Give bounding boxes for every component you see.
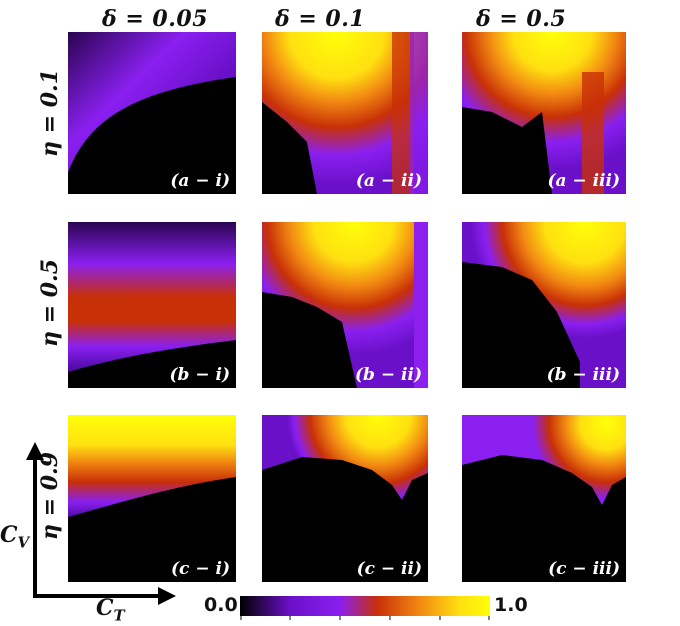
axis-arrows bbox=[26, 442, 176, 605]
panel-label: (b − ii) bbox=[355, 365, 422, 385]
heatmap-panel-b-ii: (b − ii) bbox=[262, 222, 428, 388]
heatmap-panel-a-iii: (a − iii) bbox=[462, 32, 626, 194]
heatmap-panel-a-ii: (a − ii) bbox=[262, 32, 428, 194]
panel-label: (b − iii) bbox=[546, 365, 620, 385]
column-title-delta-0.05: δ = 0.05 bbox=[102, 6, 209, 32]
panel-label: (a − ii) bbox=[355, 171, 422, 191]
colorbar-max-label: 1.0 bbox=[494, 594, 528, 616]
row-title-eta-0.5: η = 0.5 bbox=[37, 258, 63, 348]
x-axis-label: CT bbox=[96, 595, 125, 625]
panel-label: (a − i) bbox=[170, 171, 230, 191]
colorbar bbox=[240, 596, 490, 620]
panel-label: (c − i) bbox=[171, 559, 230, 579]
panel-label: (c − ii) bbox=[356, 559, 422, 579]
panel-label: (c − iii) bbox=[548, 559, 620, 579]
column-title-delta-0.1: δ = 0.1 bbox=[275, 6, 366, 32]
heatmap-panel-c-i: (c − i) bbox=[68, 415, 236, 582]
panel-label: (b − i) bbox=[169, 365, 230, 385]
heatmap-panel-a-i: (a − i) bbox=[68, 32, 236, 194]
heatmap-panel-b-i: (b − i) bbox=[68, 222, 236, 388]
heatmap-panel-c-iii: (c − iii) bbox=[462, 415, 626, 582]
heatmap-panel-b-iii: (b − iii) bbox=[462, 222, 626, 388]
heatmap-panel-c-ii: (c − ii) bbox=[262, 415, 428, 582]
y-axis-label: CV bbox=[0, 522, 30, 552]
row-title-eta-0.1: η = 0.1 bbox=[37, 68, 63, 158]
panel-label: (a − iii) bbox=[547, 171, 620, 191]
colorbar-min-label: 0.0 bbox=[204, 594, 238, 616]
column-title-delta-0.5: δ = 0.5 bbox=[476, 6, 567, 32]
